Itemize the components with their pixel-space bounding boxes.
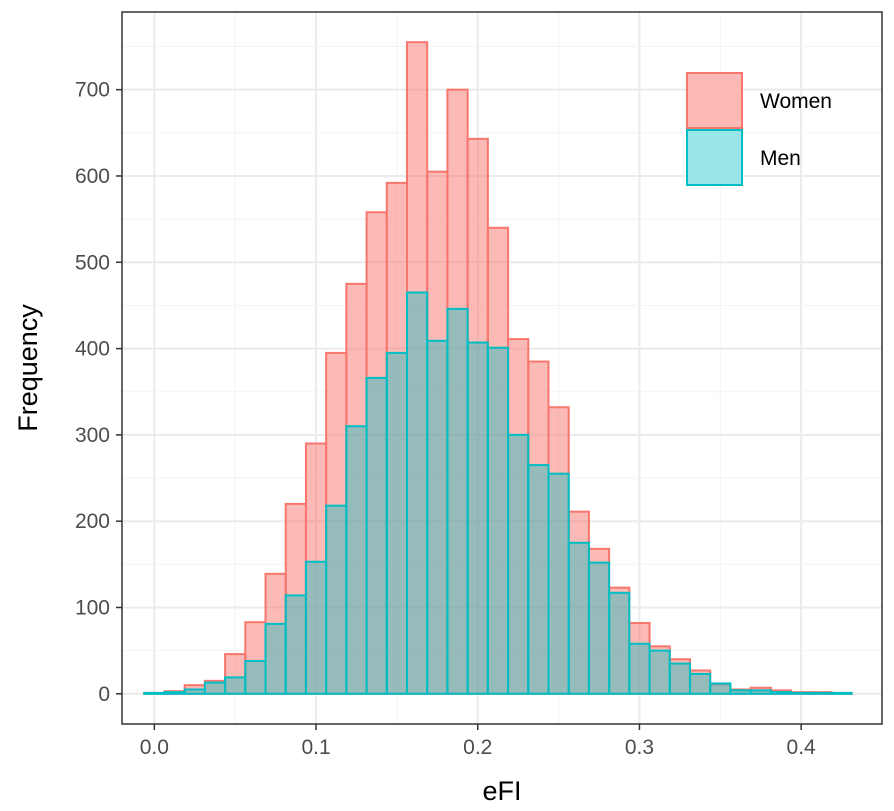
x-tick-label: 0.2 xyxy=(463,736,492,759)
women-legend-key xyxy=(686,72,743,129)
x-tick-label: 0.4 xyxy=(787,736,817,759)
y-tick-label: 400 xyxy=(75,338,110,361)
men-bar xyxy=(143,691,166,695)
men-legend-key xyxy=(686,129,743,186)
men-bar xyxy=(304,560,328,695)
men-bar xyxy=(385,351,408,695)
men-bar xyxy=(527,464,550,695)
men-bar xyxy=(345,425,368,695)
men-bars xyxy=(143,291,853,695)
men-bar xyxy=(224,676,247,695)
y-tick-label: 500 xyxy=(75,251,110,274)
x-axis-title: eFI xyxy=(482,776,521,806)
men-bar xyxy=(406,291,429,695)
x-tick-label: 0.1 xyxy=(301,736,330,759)
men-bar xyxy=(628,642,651,695)
x-tick-label: 0.3 xyxy=(625,736,654,759)
men-bar xyxy=(608,591,631,695)
men-bar xyxy=(426,339,449,695)
men-bar xyxy=(203,681,227,695)
y-tick-label: 200 xyxy=(75,510,110,533)
men-bar xyxy=(648,649,671,695)
y-tick-label: 0 xyxy=(98,683,110,706)
men-bar xyxy=(587,561,611,695)
men-bar xyxy=(729,689,752,695)
men-bar xyxy=(749,689,772,695)
men-bar xyxy=(769,691,793,695)
women-legend-label: Women xyxy=(760,90,832,113)
men-bar xyxy=(244,659,267,695)
men-bar xyxy=(264,622,287,695)
men-bar xyxy=(668,662,691,695)
y-tick-label: 700 xyxy=(75,79,110,102)
men-bar xyxy=(830,691,853,695)
men-bar xyxy=(709,682,732,695)
men-bar xyxy=(183,688,206,695)
men-bar xyxy=(163,691,186,695)
men-bar xyxy=(688,672,712,695)
men-bar xyxy=(446,307,469,695)
men-bar xyxy=(507,433,530,695)
men-bar xyxy=(325,504,348,695)
y-axis-ticks: 0 100 200 300 400 500 600 700 xyxy=(75,79,122,706)
x-tick-label: 0.0 xyxy=(140,736,169,759)
x-axis-ticks: 0.0 0.1 0.2 0.3 0.4 xyxy=(140,724,816,759)
men-legend-key-bg xyxy=(687,130,742,185)
women-bars xyxy=(143,41,853,695)
men-bar xyxy=(284,594,307,695)
y-tick-label: 600 xyxy=(75,165,110,188)
men-bar xyxy=(810,691,833,695)
men-bar xyxy=(466,341,489,695)
y-tick-label: 100 xyxy=(75,596,110,619)
men-bar xyxy=(547,472,570,695)
plot-border xyxy=(121,11,883,725)
men-bar xyxy=(486,346,510,695)
legend: Women Men xyxy=(686,72,832,186)
men-legend-label: Men xyxy=(760,147,801,170)
men-bar xyxy=(567,541,590,695)
men-bar xyxy=(365,376,388,695)
y-axis-title: Frequency xyxy=(13,304,43,432)
men-bar xyxy=(790,691,813,695)
y-tick-label: 300 xyxy=(75,424,110,447)
